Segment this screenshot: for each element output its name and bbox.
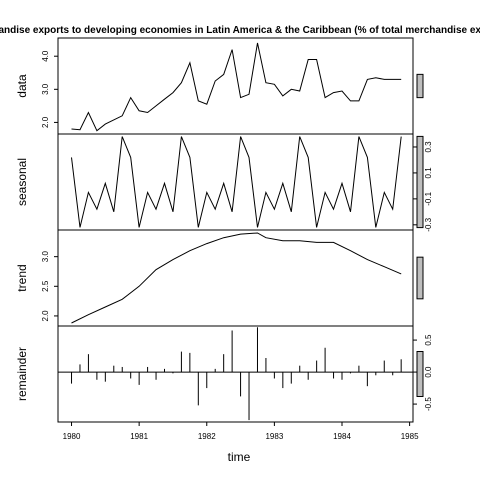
panel-remainder: -0.5 0.0 0.5 remainder [15, 325, 433, 423]
x-tick-label: 1981 [130, 432, 148, 441]
trend-series-line [71, 232, 402, 324]
data-y-tick-label: 3.0 [41, 83, 50, 95]
trend-scale-bar [416, 256, 424, 300]
seasonal-panel-label: seasonal [15, 158, 29, 206]
trend-panel-frame [57, 229, 414, 327]
x-tick-label: 1983 [265, 432, 283, 441]
remainder-scale-bar [416, 351, 424, 397]
panel-trend: 2.0 2.5 3.0 trend [15, 229, 424, 327]
seasonal-y-tick-label: -0.3 [424, 217, 433, 231]
trend-y-tick-label: 2.0 [41, 310, 50, 322]
seasonal-y-tick-label: 0.1 [424, 167, 433, 179]
x-tick-label: 1982 [198, 432, 216, 441]
trend-panel-label: trend [15, 264, 29, 291]
data-panel-label: data [15, 74, 29, 98]
data-y-tick-label: 2.0 [41, 116, 50, 128]
chart-panels: 2.03.04.0data-0.3-0.10.10.3seasonal2.02.… [15, 37, 433, 423]
x-tick-label: 1980 [63, 432, 81, 441]
data-y-tick-label: 4.0 [41, 50, 50, 62]
seasonal-series-line [71, 136, 402, 228]
remainder-y-tick-label: 0.5 [424, 334, 433, 346]
x-axis-label: time [228, 450, 251, 464]
seasonal-scale-bar [416, 135, 424, 229]
trend-y-tick-label: 3.0 [41, 251, 50, 263]
data-scale-bar [416, 73, 424, 99]
panel-seasonal: -0.3 -0.1 0.1 0.3 seasonal [15, 133, 433, 232]
seasonal-y-tick-label: -0.1 [424, 191, 433, 205]
seasonal-y-tick-label: 0.3 [424, 141, 433, 153]
x-axis: 1980 1981 1982 1983 1984 1985 [63, 422, 419, 441]
data-panel-frame [57, 37, 414, 135]
remainder-y-tick-label: -0.5 [424, 397, 433, 411]
x-tick-label: 1984 [333, 432, 351, 441]
panel-data: 2.0 3.0 4.0 data [15, 37, 424, 135]
x-tick-label: 1985 [401, 432, 419, 441]
data-series-line [71, 42, 402, 132]
remainder-panel-frame [57, 325, 414, 423]
chart-title: chandise exports to developing economies… [0, 25, 480, 36]
trend-y-tick-label: 2.5 [41, 280, 50, 292]
remainder-panel-label: remainder [15, 347, 29, 401]
remainder-y-tick-label: 0.0 [424, 366, 433, 378]
